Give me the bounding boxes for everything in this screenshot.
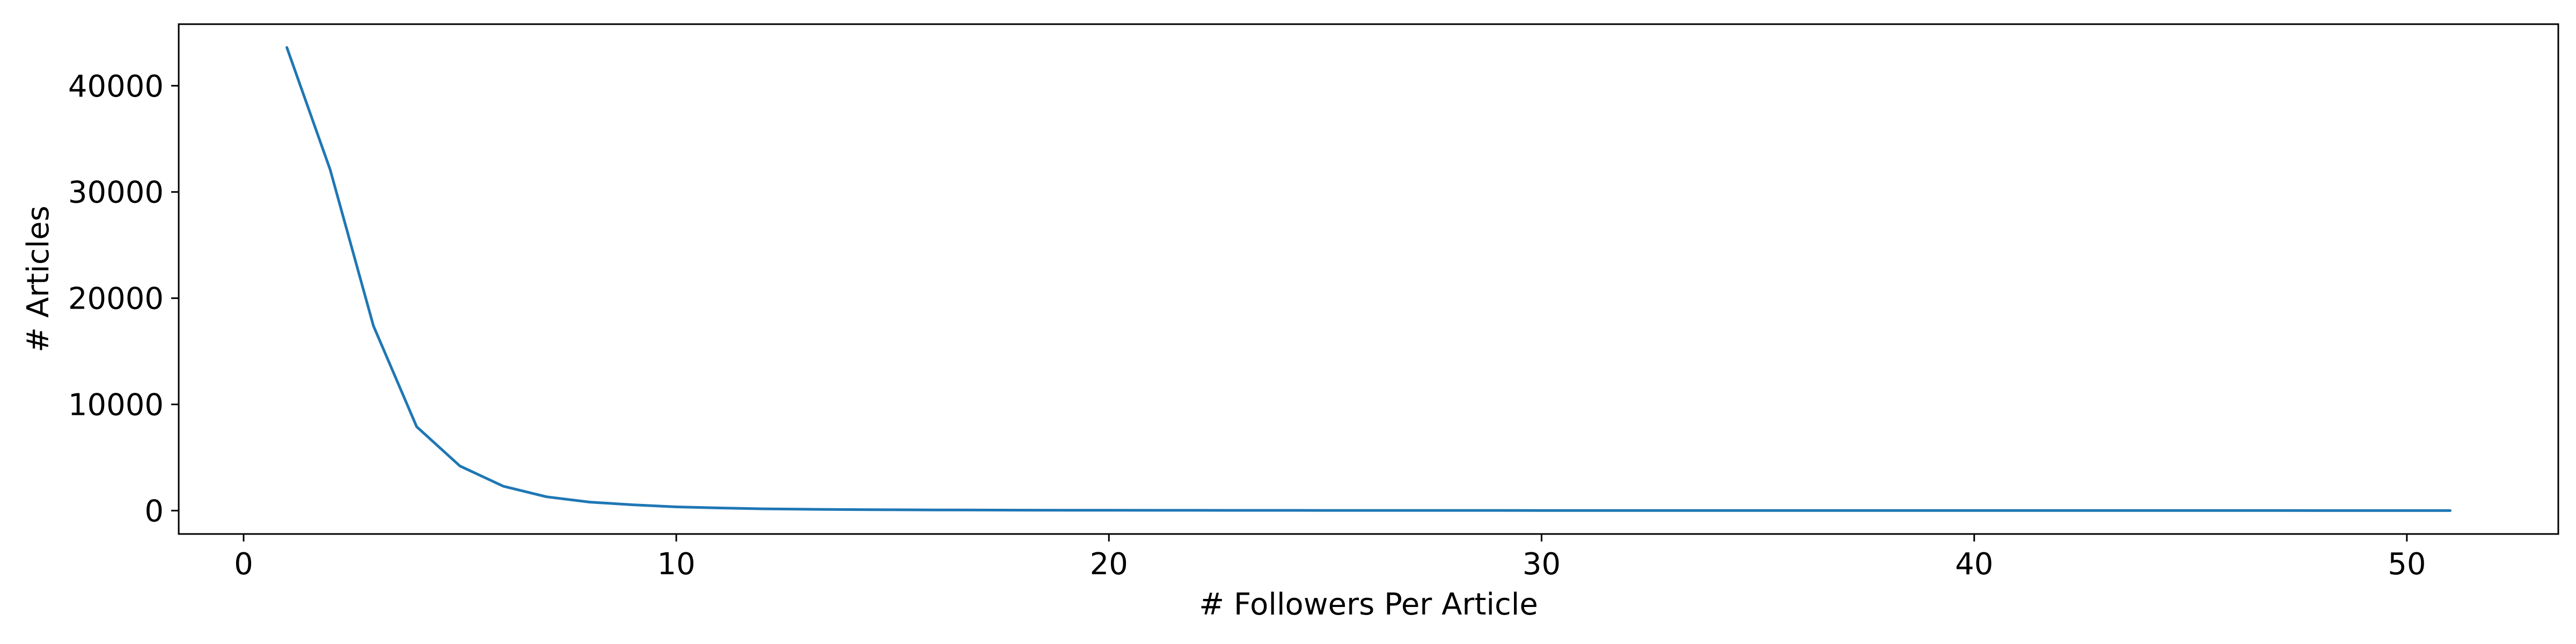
y-axis-label: # Articles (21, 206, 56, 353)
y-tick-label: 0 (144, 494, 164, 529)
x-axis: 0 10 20 30 40 50 (234, 534, 2426, 582)
plot-frame (178, 23, 2559, 535)
x-tick-label: 10 (657, 547, 695, 582)
y-tick-label: 30000 (68, 175, 164, 210)
x-tick-label: 50 (2388, 547, 2426, 582)
x-tick-label: 20 (1090, 547, 1128, 582)
y-tick-label: 40000 (68, 69, 164, 104)
y-axis: 0 10000 20000 30000 40000 (68, 69, 179, 529)
x-tick-label: 30 (1523, 547, 1561, 582)
y-tick-label: 20000 (68, 282, 164, 317)
series-line (286, 46, 2451, 512)
y-tick-label: 10000 (68, 388, 164, 423)
x-tick-label: 0 (234, 547, 253, 582)
x-axis-label: # Followers Per Article (1199, 587, 1538, 622)
x-tick-label: 40 (1955, 547, 1993, 582)
